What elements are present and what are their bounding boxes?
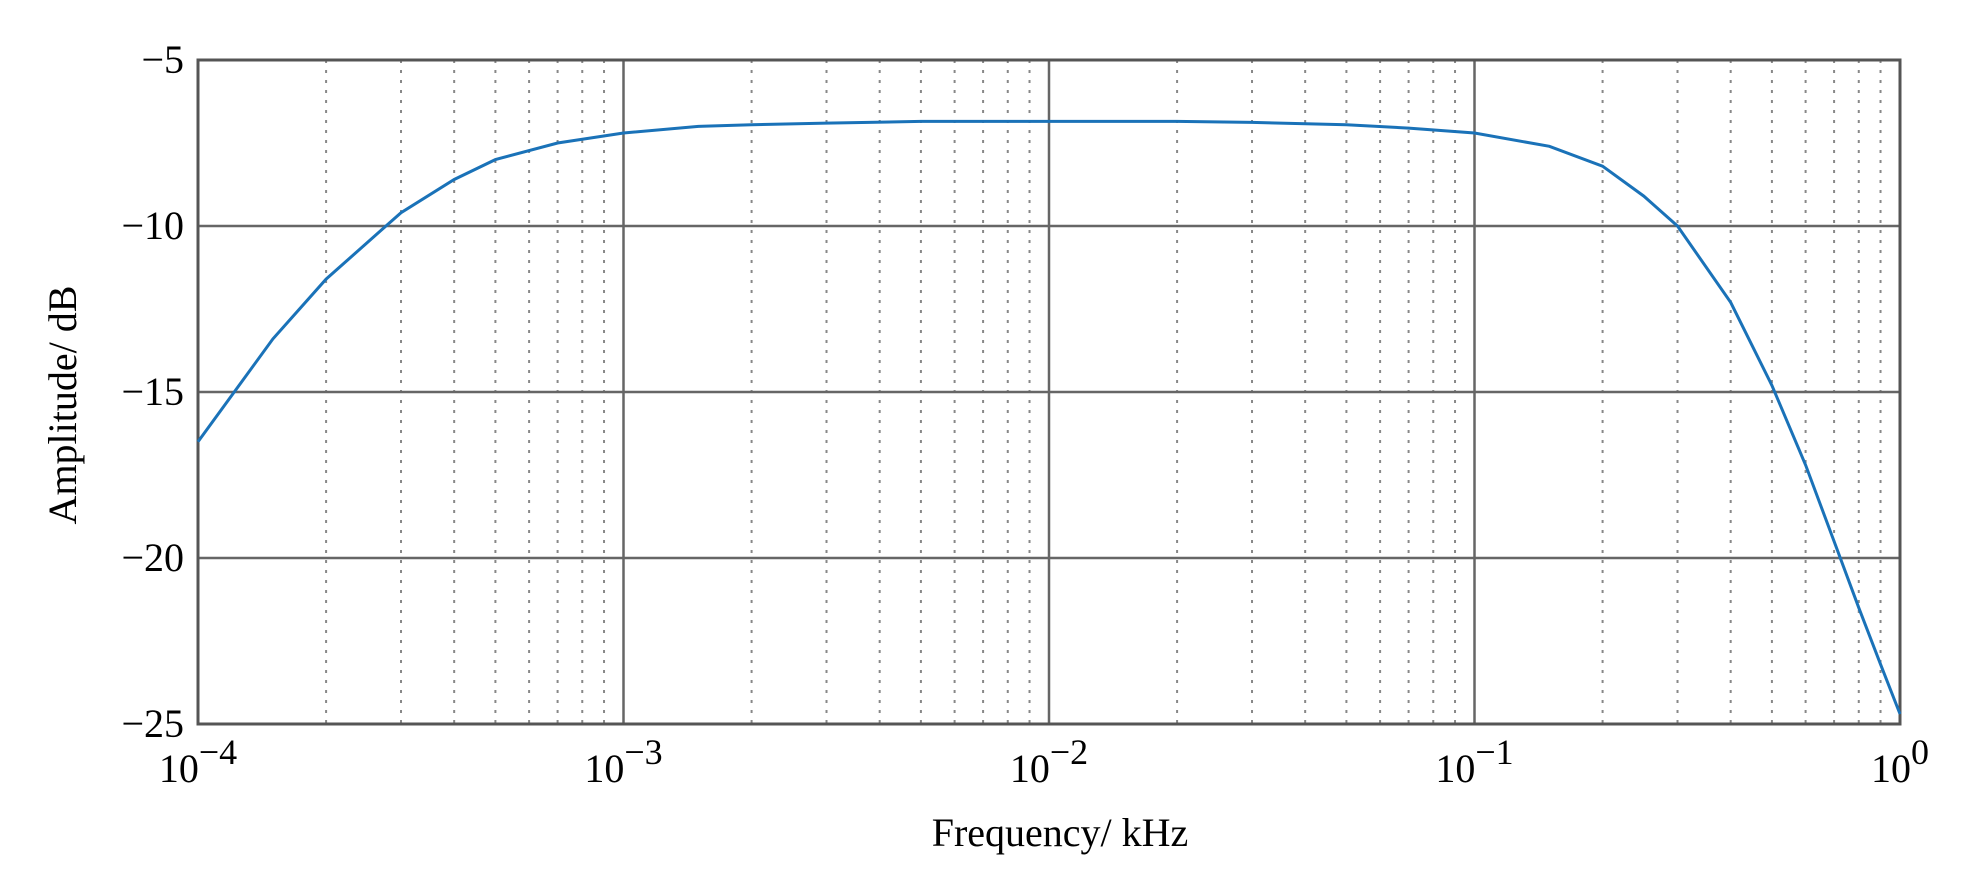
x-tick-label: 10−4 [159, 732, 237, 791]
plot-frame [196, 58, 1902, 726]
x-tick-label: 10−2 [1010, 732, 1088, 791]
x-tick-label: 10−3 [584, 732, 662, 791]
y-tick-labels: −5 −10 −15 −20 −25 [121, 37, 184, 746]
y-tick-label: −25 [121, 701, 184, 746]
major-gridlines [198, 60, 1900, 724]
y-axis-label: Amplitude/ dB [40, 286, 85, 525]
x-tick-label: 10−1 [1435, 732, 1513, 791]
x-tick-labels: 10−4 10−3 10−2 10−1 100 [159, 732, 1929, 791]
y-tick-label: −15 [121, 369, 184, 414]
y-tick-label: −5 [141, 37, 184, 82]
amplitude-series-line [196, 119, 1902, 715]
y-tick-label: −20 [121, 535, 184, 580]
x-tick-label: 100 [1871, 732, 1929, 791]
y-tick-label: −10 [121, 203, 184, 248]
x-axis-label: Frequency/ kHz [932, 810, 1189, 855]
